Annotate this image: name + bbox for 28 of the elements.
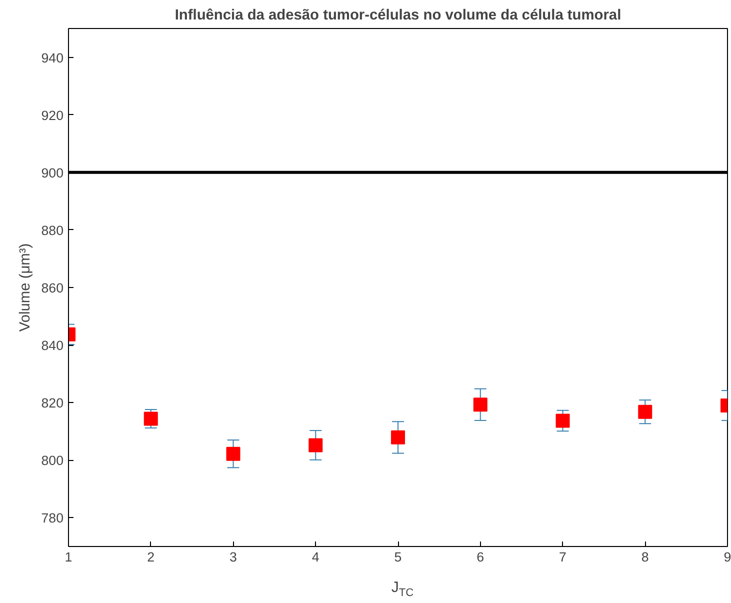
y-tick-label: 900 xyxy=(41,165,64,180)
x-tick-label: 9 xyxy=(724,550,731,564)
x-tick-label: 5 xyxy=(394,550,402,564)
y-axis-title: Volume (μm³) xyxy=(17,243,34,332)
y-tick-label: 880 xyxy=(41,222,64,238)
y-tick-label: 860 xyxy=(41,280,64,296)
y-tick-label: 820 xyxy=(41,396,64,411)
x-axis-title: J$_{TC}$ xyxy=(391,578,414,601)
x-tick-label: 7 xyxy=(559,550,566,564)
x-tick-label: 3 xyxy=(230,550,237,564)
x-tick-label: 2 xyxy=(147,550,155,564)
point xyxy=(473,398,488,412)
y-tick-label: 840 xyxy=(41,338,64,354)
point xyxy=(391,430,405,444)
point xyxy=(308,438,323,452)
y-tick-label: 800 xyxy=(41,453,64,468)
x-tick-label: 6 xyxy=(476,550,484,564)
y-tick-label: 940 xyxy=(41,50,64,66)
x-tick-label: 8 xyxy=(641,550,649,564)
x-tick-label: 1 xyxy=(64,550,72,564)
point xyxy=(144,412,158,426)
y-tick-label: 920 xyxy=(41,108,64,123)
y-tick-label: 780 xyxy=(41,510,64,526)
x-tick-label: 4 xyxy=(312,550,320,564)
point xyxy=(638,404,652,419)
point xyxy=(226,446,240,461)
chart-title: Influência da adesão tumor-células no volume da célula tumoral xyxy=(174,8,622,24)
point xyxy=(556,414,570,428)
